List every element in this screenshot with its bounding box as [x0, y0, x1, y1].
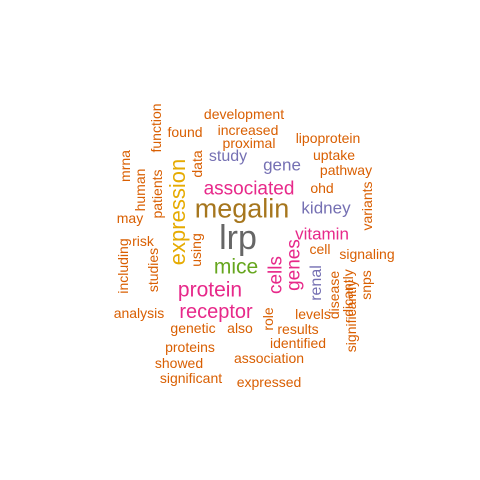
word-variants: variants — [359, 181, 375, 231]
word-megalin: megalin — [194, 193, 290, 224]
word-also: also — [227, 320, 253, 336]
word-development: development — [203, 106, 285, 122]
word-association: association — [233, 350, 305, 366]
word-identified: identified — [269, 335, 327, 351]
word-mrna: mrna — [117, 150, 133, 182]
word-results: results — [277, 321, 319, 337]
word-associated: associated — [203, 178, 295, 200]
word-genetic: genetic — [170, 320, 216, 336]
word-patients: patients — [149, 169, 165, 219]
word-analysis: analysis — [113, 305, 165, 321]
word-gene: gene — [263, 155, 301, 175]
word-renal: renal — [308, 265, 325, 301]
word-genes: genes — [283, 239, 305, 291]
word-snps: snps — [358, 270, 374, 300]
word-lipoprotein: lipoprotein — [295, 130, 361, 146]
word-expression: expression — [165, 158, 190, 266]
word-proximal: proximal — [222, 135, 276, 151]
word-study: study — [208, 148, 248, 165]
word-vitamin: vitamin — [295, 224, 349, 244]
word-pathway: pathway — [319, 162, 373, 178]
word-disease: disease — [326, 270, 342, 320]
word-cell: cell — [309, 241, 331, 257]
word-human: human — [132, 168, 148, 212]
word-ohd: ohd — [310, 180, 334, 196]
word-proteins: proteins — [165, 339, 215, 355]
word-studies: studies — [145, 247, 161, 293]
word-uptake: uptake — [312, 147, 356, 163]
word-increased: increased — [217, 122, 279, 138]
word-found: found — [167, 124, 203, 140]
word-kidney: kidney — [301, 198, 351, 218]
word-mice: mice — [213, 255, 259, 279]
word-signaling: signaling — [339, 246, 395, 262]
word-significant: significant — [159, 370, 223, 386]
word-including: including — [115, 238, 131, 294]
word-may: may — [116, 210, 144, 226]
word-data: data — [189, 150, 205, 178]
word-protein: protein — [177, 278, 243, 302]
word-significantly: significantly — [343, 279, 359, 353]
word-receptor: receptor — [179, 301, 253, 323]
word-lrp: lrp — [219, 219, 257, 257]
word-showed: showed — [154, 355, 204, 371]
word-expressed: expressed — [236, 374, 302, 390]
word-risk: risk — [132, 233, 154, 249]
word-levels: levels — [295, 306, 331, 322]
word-using: using — [188, 233, 204, 267]
word-role: role — [260, 307, 276, 331]
word-function: function — [148, 103, 164, 153]
